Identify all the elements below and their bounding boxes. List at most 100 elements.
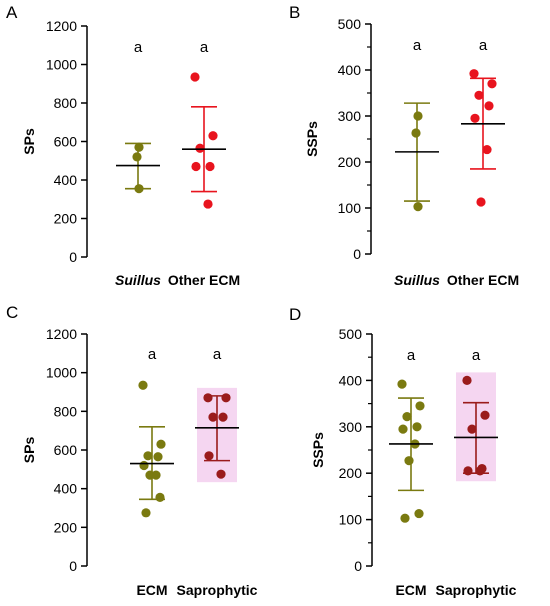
data-point xyxy=(134,142,144,152)
data-point xyxy=(191,161,201,172)
y-tick-label: 100 xyxy=(338,200,362,216)
data-point xyxy=(156,439,166,449)
data-point xyxy=(204,451,214,461)
data-point xyxy=(413,202,423,212)
y-tick-label: 1200 xyxy=(46,326,77,342)
y-axis-label: SSPs xyxy=(310,432,326,468)
data-point xyxy=(195,143,205,153)
y-tick-label: 400 xyxy=(339,372,363,388)
data-point xyxy=(221,393,231,403)
data-point xyxy=(475,466,485,476)
data-point xyxy=(397,379,407,389)
data-point xyxy=(132,152,142,162)
data-point xyxy=(141,508,151,518)
data-point xyxy=(218,412,228,422)
y-tick-label: 200 xyxy=(54,519,78,535)
significance-label: a xyxy=(200,39,209,56)
data-point xyxy=(153,452,163,462)
panel-c: C 0 200 400 600 800 1000 1200 SPs a ECM a Saprophyti… xyxy=(6,303,258,598)
group-1: a Other ECM xyxy=(168,39,240,288)
data-point xyxy=(411,128,421,138)
y-tick-label: 400 xyxy=(54,172,78,188)
data-point xyxy=(470,113,480,123)
significance-label: a xyxy=(148,346,157,363)
category-label: Saprophytic xyxy=(177,582,258,598)
data-point xyxy=(134,184,144,194)
significance-label: a xyxy=(472,347,481,364)
data-point xyxy=(203,393,213,403)
data-point xyxy=(463,466,473,476)
data-point xyxy=(145,470,155,480)
y-tick-label: 1000 xyxy=(46,57,77,73)
data-point xyxy=(487,79,497,89)
panel-letter: C xyxy=(6,303,18,322)
category-label: Suillus xyxy=(115,272,161,288)
y-tick-label: 800 xyxy=(54,95,78,111)
category-label: Saprophytic xyxy=(436,582,517,598)
panel-d: D 0 100 200 300 400 500 SSPs a ECM a Saprophytic xyxy=(289,305,517,598)
significance-label: a xyxy=(413,37,422,54)
panel-letter: B xyxy=(289,3,300,22)
y-tick-label: 0 xyxy=(353,246,361,262)
data-point xyxy=(203,199,213,209)
group-1: a Other ECM xyxy=(447,37,519,288)
y-tick-label: 200 xyxy=(338,154,362,170)
panel-b: B 0 100 200 300 400 500 SSPs a Suillus a Other ECM xyxy=(289,3,519,288)
y-tick-label: 1200 xyxy=(46,18,77,34)
data-point xyxy=(155,492,165,502)
data-point xyxy=(482,144,492,155)
group-0: a ECM xyxy=(130,346,174,598)
group-0: a Suillus xyxy=(394,37,440,288)
y-tick-label: 400 xyxy=(338,62,362,78)
y-tick-label: 600 xyxy=(54,134,78,150)
data-point xyxy=(205,161,215,172)
group-1: a Saprophytic xyxy=(177,346,258,598)
y-tick-label: 500 xyxy=(339,326,363,342)
data-point xyxy=(413,111,423,121)
panel-a: A 0 200 400 600 800 1000 1200 SPs a Suillus a Other … xyxy=(6,3,240,288)
data-point xyxy=(402,411,412,422)
significance-label: a xyxy=(479,37,488,54)
significance-label: a xyxy=(213,346,222,363)
y-tick-label: 400 xyxy=(54,481,78,497)
group-0: a Suillus xyxy=(115,39,161,288)
y-tick-label: 200 xyxy=(339,465,363,481)
data-point xyxy=(404,456,414,466)
y-tick-label: 300 xyxy=(338,108,362,124)
data-point xyxy=(208,412,218,422)
significance-label: a xyxy=(407,347,416,364)
y-axis-label: SPs xyxy=(21,128,37,155)
data-point xyxy=(138,380,148,390)
data-point xyxy=(480,410,490,420)
y-tick-label: 0 xyxy=(69,249,77,265)
data-point xyxy=(474,90,484,100)
category-label: Other ECM xyxy=(168,272,240,288)
y-tick-label: 0 xyxy=(354,558,362,574)
category-label: Suillus xyxy=(394,272,440,288)
data-point xyxy=(143,451,153,461)
group-0: a ECM xyxy=(389,347,433,598)
y-tick-label: 100 xyxy=(339,512,363,528)
y-tick-label: 1000 xyxy=(46,365,77,381)
data-point xyxy=(462,375,472,385)
panel-letter: D xyxy=(289,305,301,324)
data-point xyxy=(467,424,477,434)
y-tick-label: 300 xyxy=(339,419,363,435)
data-point xyxy=(414,508,424,519)
significance-label: a xyxy=(134,39,143,56)
category-label: ECM xyxy=(136,582,167,598)
category-label: ECM xyxy=(395,582,426,598)
data-point xyxy=(398,424,408,434)
data-point xyxy=(415,401,425,411)
data-point xyxy=(190,72,200,82)
group-1: a Saprophytic xyxy=(436,347,517,598)
y-tick-label: 200 xyxy=(54,211,78,227)
y-tick-label: 600 xyxy=(54,442,78,458)
data-point xyxy=(400,513,410,523)
y-tick-label: 500 xyxy=(338,16,362,32)
category-label: Other ECM xyxy=(447,272,519,288)
data-point xyxy=(476,197,486,207)
y-tick-label: 0 xyxy=(69,558,77,574)
y-tick-label: 800 xyxy=(54,403,78,419)
